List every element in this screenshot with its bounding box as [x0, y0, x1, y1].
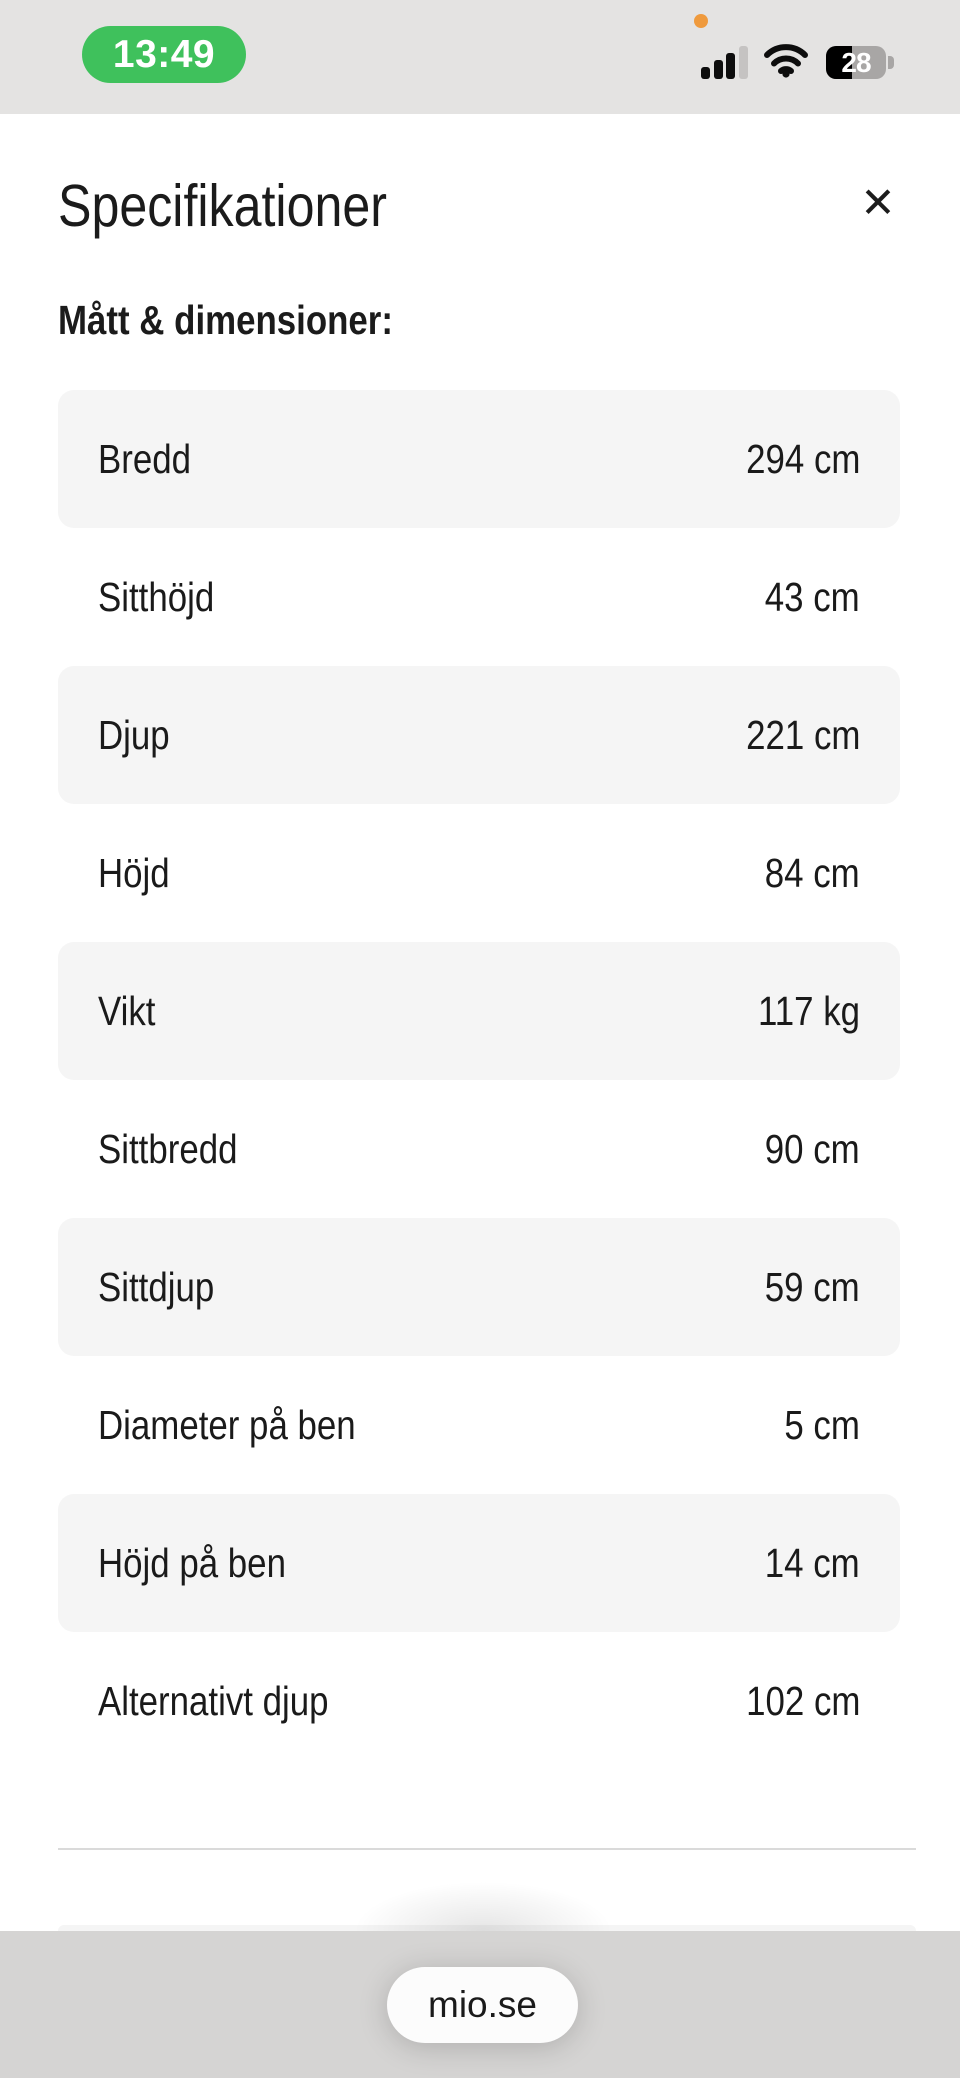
spec-value: 59 cm [765, 1263, 860, 1310]
wifi-icon [764, 44, 808, 78]
section-heading: Mått & dimensioner: [58, 297, 452, 343]
modal-title: Specifikationer [58, 173, 445, 239]
spec-label: Höjd [98, 849, 170, 896]
section-divider [58, 1848, 916, 1850]
battery-fill [826, 46, 852, 79]
spec-value: 294 cm [745, 435, 860, 482]
spec-value: 84 cm [765, 849, 860, 896]
table-row: Djup 221 cm [58, 666, 900, 804]
spec-label: Bredd [98, 435, 192, 482]
battery-nub [888, 56, 894, 69]
specifications-modal: Specifikationer ✕ Mått & dimensioner: Br… [0, 114, 960, 1931]
table-row: Alternativt djup 102 cm [58, 1632, 900, 1770]
browser-toolbar: mio.se [0, 1931, 960, 2078]
close-button[interactable]: ✕ [842, 166, 914, 238]
table-row: Sittbredd 90 cm [58, 1080, 900, 1218]
table-row: Bredd 294 cm [58, 390, 900, 528]
spec-label: Alternativt djup [98, 1677, 329, 1724]
spec-label: Sittbredd [98, 1125, 238, 1172]
table-row: Sittdjup 59 cm [58, 1218, 900, 1356]
spec-value: 5 cm [784, 1401, 860, 1448]
table-row: Sitthöjd 43 cm [58, 528, 900, 666]
spec-label: Sittdjup [98, 1263, 215, 1310]
spec-value: 117 kg [757, 987, 860, 1034]
recording-indicator-icon [694, 14, 708, 28]
spec-table: Bredd 294 cm Sitthöjd 43 cm Djup 221 cm … [58, 390, 900, 1770]
spec-value: 221 cm [745, 711, 860, 758]
table-row: Vikt 117 kg [58, 942, 900, 1080]
table-row: Höjd 84 cm [58, 804, 900, 942]
next-row-peek [58, 1925, 916, 1931]
spec-value: 14 cm [765, 1539, 860, 1586]
battery-percent: 28 [841, 46, 871, 78]
active-call-time-pill[interactable]: 13:49 [82, 26, 246, 83]
table-row: Diameter på ben 5 cm [58, 1356, 900, 1494]
spec-label: Djup [98, 711, 170, 758]
url-text: mio.se [428, 1984, 537, 2025]
url-bar[interactable]: mio.se [387, 1967, 578, 2043]
spec-label: Diameter på ben [98, 1401, 356, 1448]
battery-icon: 28 [826, 46, 894, 79]
table-row: Höjd på ben 14 cm [58, 1494, 900, 1632]
battery-body [826, 46, 886, 79]
spec-value: 102 cm [745, 1677, 860, 1724]
modal-title-text: Specifikationer [58, 173, 387, 239]
spec-label: Sitthöjd [98, 573, 215, 620]
spec-value: 43 cm [765, 573, 860, 620]
status-bar: 13:49 28 [0, 0, 960, 114]
url-pill-shadow [320, 1859, 646, 1931]
spec-label: Höjd på ben [98, 1539, 286, 1586]
spec-label: Vikt [98, 987, 156, 1034]
cellular-signal-icon [701, 46, 749, 79]
close-icon: ✕ [860, 178, 896, 226]
section-heading-text: Mått & dimensioner: [58, 297, 393, 343]
clock-time: 13:49 [112, 32, 216, 76]
spec-value: 90 cm [765, 1125, 860, 1172]
